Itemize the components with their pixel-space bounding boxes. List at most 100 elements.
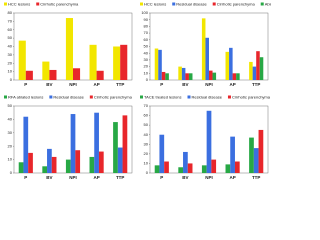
legend-label: HCC lesions: [8, 1, 30, 6]
bar: [188, 73, 193, 80]
y-tick-label: 80: [144, 23, 149, 28]
legend-swatch: [172, 2, 176, 6]
legend-label: HCC lesions: [144, 1, 166, 6]
y-tick-label: 60: [8, 27, 13, 32]
bar: [229, 47, 233, 80]
legend-label: Cirrhotic parenchyma: [40, 1, 79, 6]
bar: [181, 67, 186, 80]
y-tick-label: 50: [8, 35, 13, 40]
y-tick-label: 20: [8, 143, 13, 148]
legend-swatch: [227, 95, 231, 99]
y-tick-label: 70: [144, 30, 149, 35]
bar: [28, 152, 33, 173]
bar: [89, 44, 97, 80]
x-tick-label: BV: [46, 82, 52, 87]
bar: [51, 156, 57, 173]
bar: [25, 70, 33, 80]
legend-swatch: [89, 95, 93, 99]
bar: [259, 57, 264, 80]
y-tick-label: 40: [144, 132, 149, 137]
x-tick-label: AP: [93, 82, 99, 87]
bar: [98, 151, 104, 173]
bar: [65, 159, 71, 173]
bar: [113, 46, 121, 80]
bar: [73, 68, 81, 80]
y-tick-label: 50: [144, 44, 149, 49]
legend-swatch: [212, 2, 216, 6]
y-tick-label: 80: [8, 10, 13, 15]
bar: [178, 66, 182, 80]
bar: [205, 37, 209, 80]
x-tick-label: AP: [229, 82, 235, 87]
bar: [249, 61, 253, 80]
x-tick-label: P: [24, 175, 27, 180]
bar: [89, 156, 95, 173]
legend-label: Residual disease: [176, 1, 207, 6]
bar: [225, 164, 231, 173]
y-tick-label: 50: [8, 103, 13, 108]
x-tick-label: P: [160, 175, 163, 180]
bar: [154, 165, 160, 173]
bar: [225, 51, 230, 80]
bar: [258, 129, 264, 173]
bar: [234, 161, 240, 173]
bar: [183, 151, 188, 173]
bar: [65, 18, 73, 80]
y-tick-label: 90: [144, 17, 149, 22]
bar: [211, 159, 217, 173]
legend-swatch: [36, 2, 40, 6]
bar: [201, 18, 206, 80]
x-tick-label: TTP: [116, 175, 125, 180]
y-tick-label: 20: [8, 60, 13, 65]
bar: [117, 147, 123, 173]
legend-swatch: [4, 95, 7, 99]
legend-swatch: [4, 2, 7, 6]
y-tick-label: 30: [144, 57, 149, 62]
bar: [236, 73, 240, 80]
figure: HCC lesions Cirrhotic parenchyma 0 10 20 30 40…: [4, 1, 271, 180]
y-tick-label: 0: [10, 170, 13, 175]
bar: [230, 136, 235, 173]
x-tick-label: P: [160, 82, 163, 87]
bar: [185, 73, 189, 80]
bar: [206, 110, 212, 173]
legend-swatch: [260, 2, 264, 6]
bar: [122, 115, 128, 173]
y-tick-label: 0: [10, 77, 13, 82]
bar: [96, 70, 104, 80]
bar: [232, 73, 237, 80]
x-tick-label: TTP: [252, 175, 261, 180]
y-tick-label: 30: [8, 130, 13, 135]
bar: [187, 163, 193, 173]
bar: [159, 134, 165, 173]
legend-label: Ablated lesions: [265, 1, 271, 6]
y-tick-label: 30: [144, 141, 149, 146]
bar: [161, 71, 166, 80]
y-tick-label: 10: [8, 69, 13, 74]
y-tick-label: 0: [146, 77, 149, 82]
bar: [158, 49, 162, 80]
x-tick-label: NPI: [205, 175, 213, 180]
x-tick-label: NPI: [69, 82, 77, 87]
x-tick-label: BV: [182, 175, 188, 180]
y-tick-label: 10: [144, 70, 149, 75]
y-tick-label: 60: [144, 113, 149, 118]
bar: [164, 161, 169, 173]
x-tick-label: NPI: [205, 82, 213, 87]
y-tick-label: 70: [8, 18, 13, 23]
y-tick-label: 60: [144, 37, 149, 42]
x-tick-label: TTP: [252, 82, 261, 87]
legend-label: Residual disease: [192, 94, 223, 99]
legend-swatch: [140, 2, 143, 6]
x-tick-label: NPI: [69, 175, 77, 180]
y-tick-label: 10: [144, 160, 149, 165]
y-tick-label: 50: [144, 122, 149, 127]
bar: [252, 66, 257, 80]
bar: [253, 148, 259, 173]
bar: [42, 166, 48, 173]
bar: [120, 44, 128, 80]
bar: [47, 148, 52, 173]
x-tick-label: P: [24, 82, 27, 87]
legend-label: Cirrhotic parenchyma: [94, 94, 133, 99]
y-tick-label: 10: [8, 157, 13, 162]
